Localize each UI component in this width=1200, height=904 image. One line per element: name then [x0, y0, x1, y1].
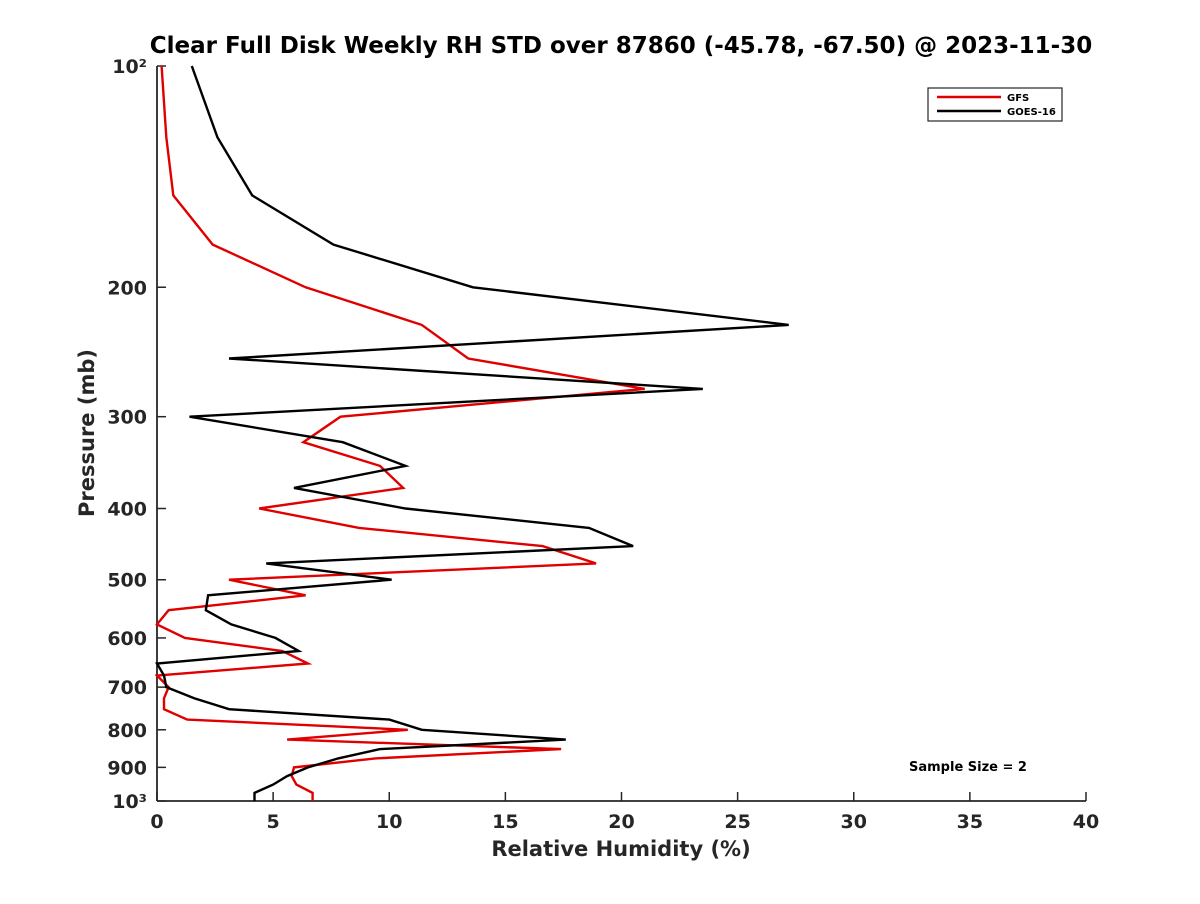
- y-tick-label: 800: [107, 720, 147, 742]
- x-tick-label: 30: [841, 811, 867, 833]
- y-tick-label: 900: [107, 757, 147, 779]
- x-axis-label: Relative Humidity (%): [491, 837, 750, 861]
- x-tick-label: 35: [957, 811, 983, 833]
- y-tick-label: 300: [107, 407, 147, 429]
- legend-label-goes16: GOES-16: [1007, 107, 1056, 118]
- series-line-goes16: [155, 65, 789, 801]
- legend-box: [927, 87, 1063, 122]
- chart-title: Clear Full Disk Weekly RH STD over 87860…: [150, 33, 1092, 59]
- x-tick-label: 0: [150, 811, 163, 833]
- x-tick-label: 40: [1073, 811, 1099, 833]
- y-tick-label: 400: [107, 499, 147, 521]
- x-tick-label: 15: [492, 811, 518, 833]
- sample-size-annotation: Sample Size = 2: [909, 760, 1027, 775]
- legend-label-gfs: GFS: [1007, 93, 1029, 104]
- x-tick-label: 20: [608, 811, 634, 833]
- y-tick-label: 200: [107, 277, 147, 299]
- y-tick-label: 10³: [112, 791, 147, 813]
- x-tick-label: 5: [267, 811, 280, 833]
- y-tick-label: 500: [107, 570, 147, 592]
- x-tick-label: 10: [376, 811, 402, 833]
- y-axis-label: Pressure (mb): [75, 349, 99, 517]
- y-tick-label: 600: [107, 628, 147, 650]
- series-line-gfs: [155, 65, 645, 801]
- legend: GFS GOES-16: [927, 87, 1063, 122]
- x-tick-label: 25: [724, 811, 750, 833]
- plot-area: 0 5 10 15 20 25 30 35 40 10² 200 300 400 500 600 700 800…: [107, 56, 1099, 833]
- y-tick-label: 10²: [112, 56, 147, 78]
- y-tick-label: 700: [107, 677, 147, 699]
